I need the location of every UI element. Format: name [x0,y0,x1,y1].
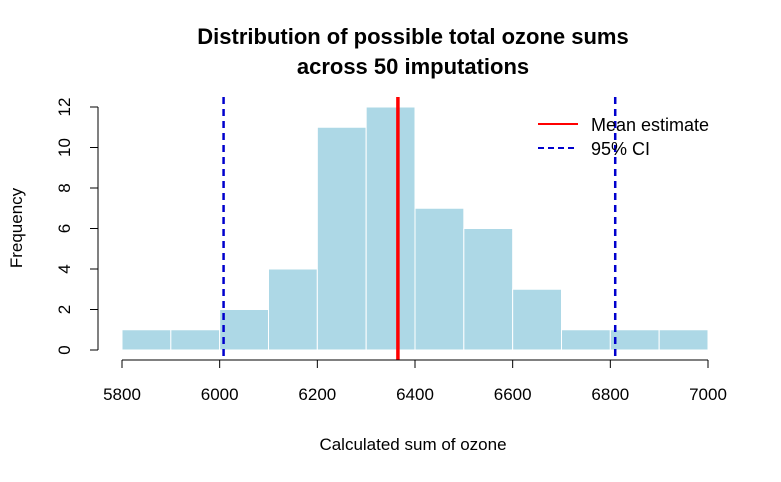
legend-ci-label: 95% CI [591,139,650,159]
reference-lines-group [222,97,617,360]
legend-mean-label: Mean estimate [591,115,709,135]
x-axis: 5800 6000 6200 6400 6600 6800 7000 [103,359,727,404]
y-tick-label: 6 [55,224,74,233]
y-tick-label: 12 [55,98,74,117]
y-tick-label: 8 [55,183,74,192]
histogram-bar [512,288,563,351]
y-tick-label: 0 [55,345,74,354]
x-tick-label: 7000 [689,385,727,404]
y-ticks-group: 0 2 4 6 8 10 12 [55,98,98,355]
y-axis: 0 2 4 6 8 10 12 [55,98,99,355]
y-tick-label: 10 [55,138,74,157]
histogram-bar [414,207,465,351]
histogram-bar [365,106,416,351]
x-ticks-group: 5800 6000 6200 6400 6600 6800 7000 [103,360,727,404]
histogram-bar [609,329,660,351]
y-tick-label: 2 [55,305,74,314]
histogram-bar [316,126,367,351]
x-tick-label: 6600 [494,385,532,404]
histogram-bar [121,329,172,351]
x-axis-label: Calculated sum of ozone [319,435,506,454]
y-tick-label: 4 [55,264,74,273]
chart-title-line-1: Distribution of possible total ozone sum… [197,24,628,49]
x-tick-label: 6200 [298,385,336,404]
x-tick-label: 5800 [103,385,141,404]
chart-title-line-2: across 50 imputations [297,54,529,79]
x-tick-label: 6000 [201,385,239,404]
histogram-bar [170,329,221,351]
legend: Mean estimate 95% CI [538,115,709,159]
histogram-bar [658,329,709,351]
bars-group [121,106,709,351]
y-axis-label: Frequency [7,187,26,268]
x-tick-label: 6400 [396,385,434,404]
x-tick-label: 6800 [591,385,629,404]
histogram-bar [219,309,270,351]
histogram-bar [268,268,318,351]
histogram-bar [561,329,611,351]
histogram-bar [463,228,514,351]
